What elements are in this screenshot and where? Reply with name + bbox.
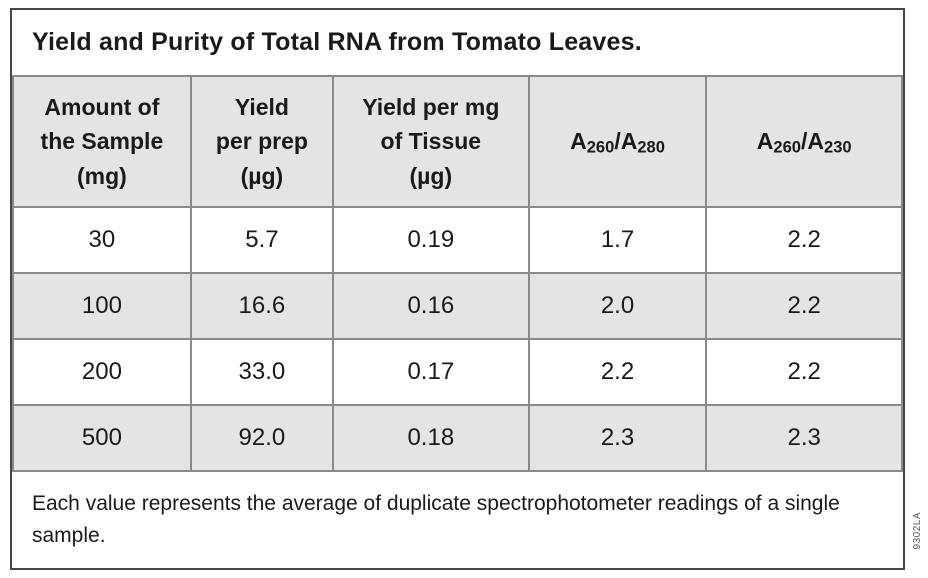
cell-a260-a230: 2.2 (705, 206, 903, 274)
cell-yield-per-mg: 0.18 (332, 404, 530, 472)
ratio-base: A (756, 128, 774, 155)
cell-yield-per-mg: 0.19 (332, 206, 530, 274)
table-row: 500 92.0 0.18 2.3 2.3 (12, 404, 903, 472)
cell-a260-a230: 2.2 (705, 272, 903, 340)
table-header-row: Amount of the Sample (mg) Yield per prep… (12, 75, 903, 208)
ratio-subscript: 230 (824, 137, 852, 157)
cell-sample-amount: 500 (12, 404, 192, 472)
cell-yield-per-prep: 33.0 (189, 338, 335, 406)
ratio-base: /A (801, 128, 825, 155)
cell-a260-a280: 2.2 (527, 338, 708, 406)
cell-a260-a280: 2.0 (527, 272, 708, 340)
table-row: 30 5.7 0.19 1.7 2.2 (12, 206, 903, 274)
ratio-subscript: 280 (637, 137, 665, 157)
ratio-base: /A (614, 128, 638, 155)
rna-yield-table: Amount of the Sample (mg) Yield per prep… (12, 75, 903, 472)
cell-sample-amount: 30 (12, 206, 192, 274)
cell-yield-per-mg: 0.16 (332, 272, 530, 340)
table-row: 200 33.0 0.17 2.2 2.2 (12, 338, 903, 406)
column-header-yield-per-mg: Yield per mg of Tissue (µg) (332, 75, 530, 208)
cell-yield-per-prep: 92.0 (189, 404, 335, 472)
ratio-subscript: 260 (586, 137, 615, 157)
table-figure-panel: Yield and Purity of Total RNA from Tomat… (10, 8, 905, 570)
cell-yield-per-prep: 5.7 (189, 206, 335, 274)
cell-a260-a280: 1.7 (527, 206, 708, 274)
cell-yield-per-prep: 16.6 (189, 272, 335, 340)
cell-sample-amount: 200 (12, 338, 192, 406)
column-header-yield-per-prep: Yield per prep (µg) (189, 75, 335, 208)
cell-a260-a230: 2.2 (705, 338, 903, 406)
cell-a260-a280: 2.3 (527, 404, 708, 472)
column-header-sample-amount: Amount of the Sample (mg) (12, 75, 192, 208)
ratio-subscript: 260 (773, 137, 802, 157)
table-title: Yield and Purity of Total RNA from Tomat… (32, 28, 642, 56)
column-header-a260-a280: A260/A280 (527, 75, 708, 208)
cell-yield-per-mg: 0.17 (332, 338, 530, 406)
cell-a260-a230: 2.3 (705, 404, 903, 472)
ratio-base: A (570, 128, 587, 155)
table-footnote: Each value represents the average of dup… (32, 492, 840, 547)
cell-sample-amount: 100 (12, 272, 192, 340)
table-row: 100 16.6 0.16 2.0 2.2 (12, 272, 903, 340)
figure-code-label: 9302LA (912, 512, 923, 550)
column-header-a260-a230: A260/A230 (705, 75, 903, 208)
